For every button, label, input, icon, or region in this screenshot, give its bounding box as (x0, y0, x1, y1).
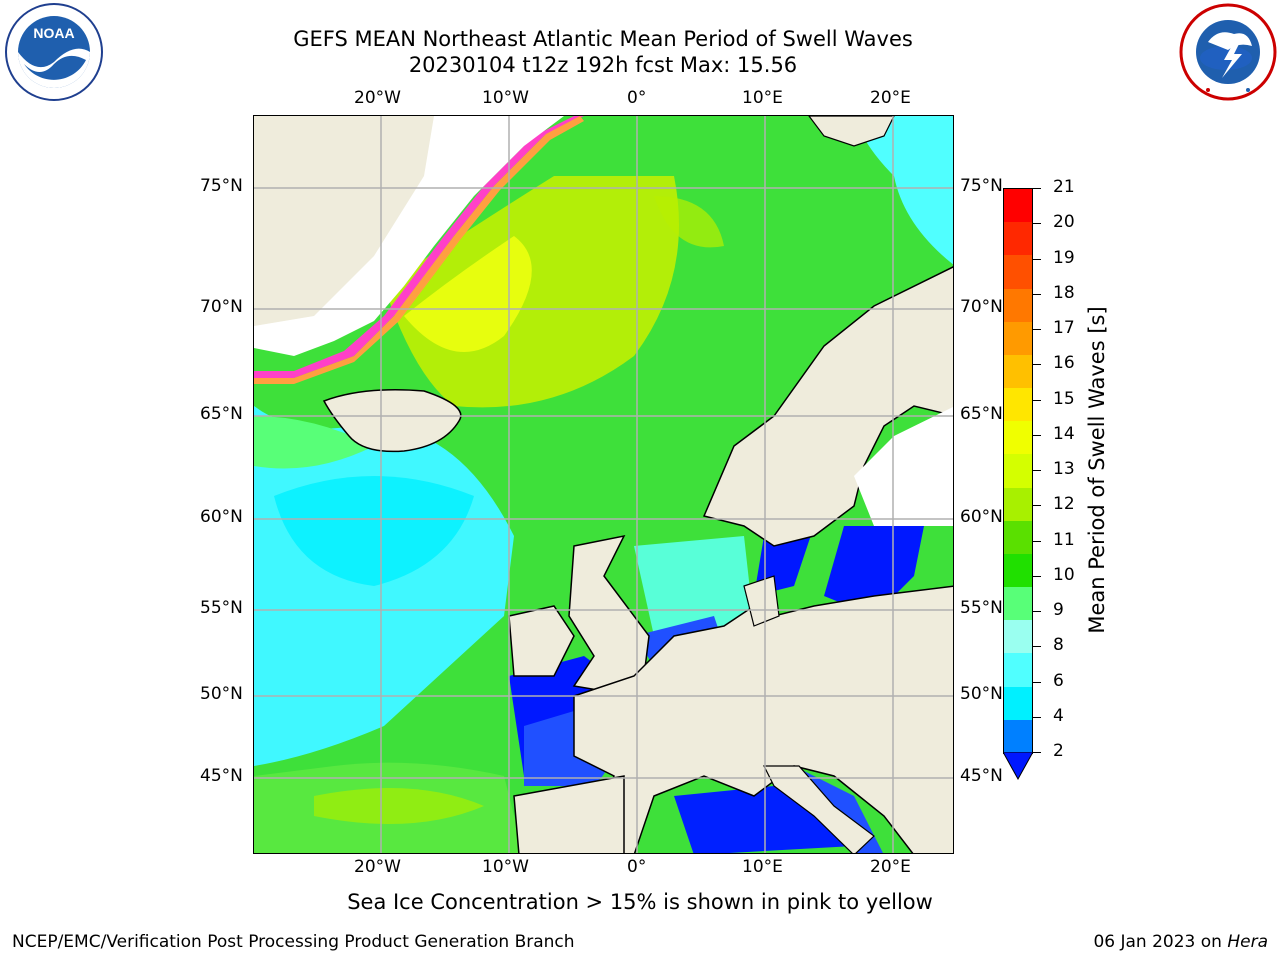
lon-label-bottom: 20°W (354, 857, 401, 877)
lat-label-left: 55°N (200, 598, 243, 618)
lon-label-top: 20°W (354, 88, 401, 108)
colorbar-segment (1004, 653, 1032, 688)
lon-label-top: 10°W (482, 88, 529, 108)
colorbar-segment (1004, 454, 1032, 489)
colorbar-tick-mark (1033, 434, 1041, 436)
colorbar-tick-mark (1033, 716, 1041, 718)
colorbar-tick-label: 14 (1053, 423, 1075, 444)
lon-label-top: 10°E (742, 88, 783, 108)
lat-label-right: 55°N (960, 598, 1003, 618)
colorbar-tick-label: 17 (1053, 318, 1075, 338)
colorbar-tick-label: 16 (1053, 353, 1075, 374)
colorbar-segment (1004, 719, 1032, 754)
colorbar-tick-mark (1033, 399, 1041, 401)
ireland (508, 605, 575, 677)
colorbar-tick-label: 9 (1053, 600, 1064, 620)
lat-label-left: 50°N (200, 684, 243, 704)
colorbar-tick-label: 6 (1053, 670, 1064, 691)
lon-label-top: 0° (627, 88, 647, 108)
colorbar-tick-label: 21 (1053, 177, 1075, 197)
footer-credit: NCEP/EMC/Verification Post Processing Pr… (12, 932, 575, 952)
colorbar-segment (1004, 487, 1032, 522)
lat-label-left: 65°N (200, 404, 243, 424)
lat-label-right: 75°N (960, 176, 1003, 196)
lat-label-left: 75°N (200, 176, 243, 196)
noaa-logo: NOAA (5, 3, 103, 101)
lon-label-bottom: 0° (627, 857, 647, 877)
scandinavia (702, 266, 953, 547)
colorbar-tick-mark (1033, 364, 1041, 366)
colorbar-tick-mark (1033, 188, 1041, 189)
colorbar-segment (1004, 620, 1032, 654)
sea-ice-note: Sea Ice Concentration > 15% is shown in … (347, 890, 933, 914)
denmark (743, 575, 780, 627)
colorbar-segment (1004, 686, 1032, 721)
colorbar-segment (1004, 222, 1032, 256)
colorbar-tick-mark (1033, 575, 1041, 577)
chart-title: GEFS MEAN Northeast Atlantic Mean Period… (293, 27, 913, 51)
colorbar-segment (1004, 421, 1032, 455)
colorbar-tick-mark (1033, 646, 1041, 648)
graticule (254, 116, 953, 853)
colorbar-segment (1004, 255, 1032, 290)
lat-label-left: 45°N (200, 766, 243, 786)
lat-label-right: 60°N (960, 507, 1003, 527)
colorbar-tick-label: 4 (1053, 705, 1064, 726)
colorbar-tick-label: 2 (1053, 741, 1064, 761)
lon-label-top: 20°E (870, 88, 911, 108)
colorbar-tick-label: 10 (1053, 564, 1075, 585)
colorbar-segment (1004, 388, 1032, 422)
colorbar-tick-label: 19 (1053, 247, 1075, 268)
lon-label-bottom: 20°E (870, 857, 911, 877)
colorbar-tick-mark (1033, 505, 1041, 507)
colorbar-tick-label: 18 (1053, 282, 1075, 303)
colorbar-tick-label: 11 (1053, 529, 1075, 550)
footer-date-text: 06 Jan 2023 on (1093, 932, 1228, 952)
lon-label-bottom: 10°W (482, 857, 529, 877)
lat-label-right: 70°N (960, 297, 1003, 317)
colorbar-tick-label: 8 (1053, 635, 1064, 656)
colorbar-tick-mark (1033, 611, 1041, 612)
colorbar-segment (1004, 587, 1032, 621)
iceland (322, 389, 462, 453)
lon-label-bottom: 10°E (742, 857, 783, 877)
svg-text:NOAA: NOAA (33, 25, 74, 41)
colorbar-tick-label: 20 (1053, 212, 1075, 233)
colorbar (1003, 188, 1033, 754)
colorbar-segment (1004, 553, 1032, 588)
footer-date: 06 Jan 2023 on Hera (1093, 932, 1268, 952)
colorbar-tick-mark (1033, 223, 1041, 225)
colorbar-tick-label: 15 (1053, 388, 1075, 409)
colorbar-tick-mark (1033, 293, 1041, 295)
iberia (513, 775, 625, 853)
svalbard (808, 116, 895, 147)
continental-europe (573, 585, 953, 853)
colorbar-tick-mark (1033, 752, 1041, 753)
lat-label-right: 45°N (960, 766, 1003, 786)
colorbar-segment (1004, 520, 1032, 555)
nws-logo (1179, 3, 1277, 101)
colorbar-title: Mean Period of Swell Waves [s] (1085, 306, 1109, 634)
colorbar-tick-mark (1033, 329, 1041, 330)
lat-label-right: 50°N (960, 684, 1003, 704)
colorbar-segment (1004, 189, 1032, 223)
colorbar-tick-mark (1033, 470, 1041, 471)
colorbar-tick-mark (1033, 681, 1041, 683)
swell-period-map (253, 115, 954, 854)
lat-label-right: 65°N (960, 404, 1003, 424)
colorbar-segment (1004, 321, 1032, 356)
colorbar-tick-mark (1033, 540, 1041, 542)
map-canvas (254, 116, 953, 853)
colorbar-tick-label: 12 (1053, 494, 1075, 515)
colorbar-segment (1004, 354, 1032, 389)
footer-host: Hera (1227, 932, 1268, 952)
lat-label-left: 60°N (200, 507, 243, 527)
chart-subtitle: 20230104 t12z 192h fcst Max: 15.56 (408, 53, 798, 77)
colorbar-tick-label: 13 (1053, 459, 1075, 479)
colorbar-segment (1004, 288, 1032, 323)
colorbar-tick-mark (1033, 258, 1041, 260)
lat-label-left: 70°N (200, 297, 243, 317)
italy (763, 765, 875, 853)
colorbar-extend-arrow (1003, 752, 1033, 780)
